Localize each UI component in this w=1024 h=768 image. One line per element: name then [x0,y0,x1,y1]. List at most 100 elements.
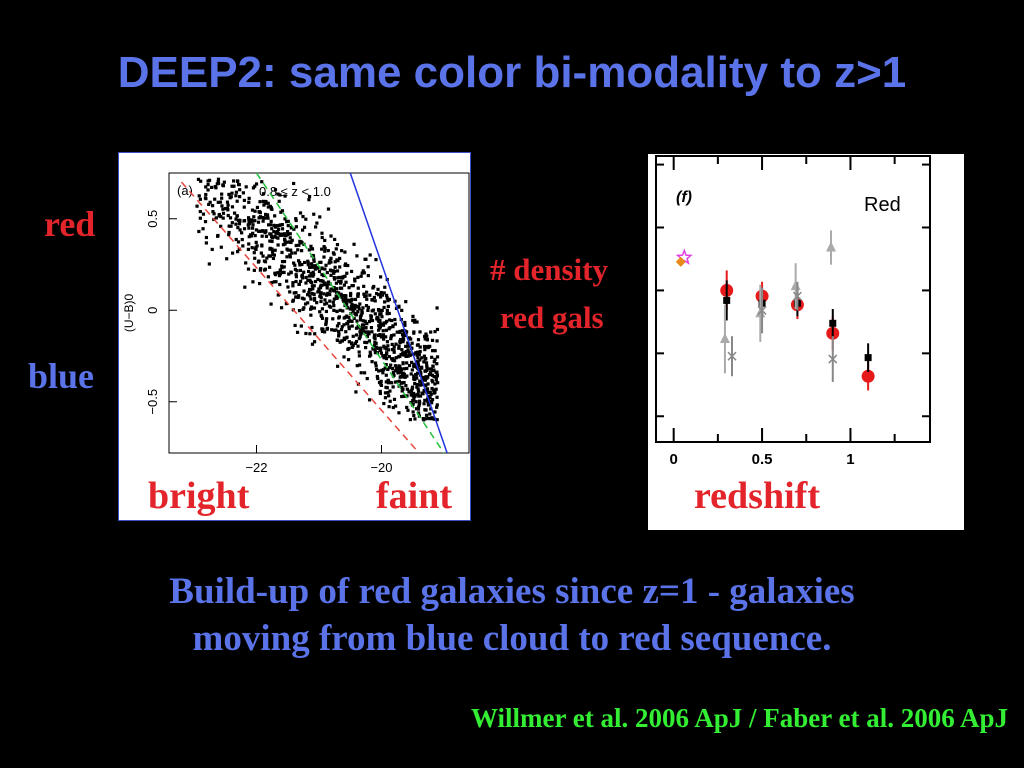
galaxy-point [219,214,223,219]
galaxy-point [385,312,389,316]
galaxy-point [327,304,331,308]
galaxy-point [296,259,301,263]
galaxy-point [374,258,378,262]
galaxy-point [319,299,323,304]
galaxy-point [214,216,218,220]
galaxy-point [333,260,337,264]
galaxy-point [363,319,367,323]
galaxy-point [357,363,362,367]
galaxy-point [340,325,344,329]
galaxy-point [242,205,246,209]
galaxy-point [302,306,306,310]
galaxy-point [365,340,369,345]
galaxy-point [394,356,398,360]
galaxy-point [416,389,421,393]
galaxy-point [428,396,432,400]
galaxy-point [339,286,343,290]
galaxy-point [318,260,322,265]
galaxy-point [404,351,408,356]
galaxy-point [259,251,263,255]
galaxy-point [332,285,336,290]
galaxy-point [210,247,214,252]
galaxy-point [256,220,261,224]
galaxy-point [364,346,368,350]
galaxy-point [260,229,264,233]
galaxy-point [387,394,391,398]
galaxy-point [421,416,425,421]
galaxy-point [418,330,422,334]
galaxy-point [326,207,331,211]
galaxy-point [246,247,250,251]
galaxy-point [342,283,346,287]
galaxy-point [379,379,383,383]
slide-body: Build-up of red galaxies since z=1 - gal… [0,568,1024,662]
galaxy-point [381,334,385,338]
galaxy-point [429,400,433,404]
galaxy-point [309,297,313,301]
galaxy-point [418,349,422,354]
galaxy-point [310,325,314,330]
galaxy-point [337,275,341,280]
galaxy-point [424,356,428,361]
galaxy-point [331,300,335,304]
galaxy-point [262,203,266,207]
galaxy-point [391,357,395,361]
galaxy-point [400,385,404,389]
galaxy-point [337,316,341,320]
galaxy-point [429,407,433,411]
galaxy-point [254,245,258,250]
galaxy-point [276,271,280,275]
galaxy-point [397,411,401,415]
galaxy-point [254,247,258,251]
galaxy-point [360,323,365,327]
galaxy-point [392,345,396,349]
galaxy-point [417,403,421,407]
galaxy-point [235,199,239,203]
galaxy-point [423,347,427,352]
galaxy-point [405,366,409,371]
galaxy-point [347,286,351,290]
galaxy-point [220,204,224,208]
galaxy-point [332,297,336,301]
galaxy-point [308,280,313,284]
galaxy-point [398,338,403,342]
galaxy-point [410,368,414,372]
galaxy-point [332,304,336,308]
galaxy-point [368,350,372,354]
galaxy-point [384,357,389,361]
galaxy-point [381,354,386,358]
galaxy-point [356,344,360,348]
galaxy-point [270,281,274,285]
galaxy-point [405,387,409,391]
galaxy-point [347,325,351,329]
galaxy-point [341,294,345,298]
galaxy-point [216,200,220,204]
galaxy-point [361,326,365,330]
galaxy-point [253,219,257,223]
galaxy-point [417,352,421,357]
galaxy-point [359,371,363,375]
galaxy-point [274,280,278,284]
galaxy-point [386,304,390,309]
galaxy-point [251,223,255,227]
galaxy-point [424,375,428,379]
galaxy-point [420,375,424,380]
galaxy-point [220,192,224,196]
galaxy-point [278,193,282,197]
galaxy-point [416,394,421,398]
galaxy-point [272,223,276,227]
galaxy-point [410,346,414,350]
galaxy-point [404,354,408,359]
galaxy-point [415,376,419,380]
galaxy-point [388,380,392,385]
galaxy-point [257,229,261,233]
galaxy-point [294,279,298,284]
galaxy-point [316,266,320,270]
galaxy-point [362,284,366,288]
galaxy-point [320,235,324,240]
galaxy-point [346,322,350,326]
citation: Willmer et al. 2006 ApJ / Faber et al. 2… [471,703,1008,733]
galaxy-point [394,342,398,346]
galaxy-point [364,290,369,294]
galaxy-point [422,360,426,364]
